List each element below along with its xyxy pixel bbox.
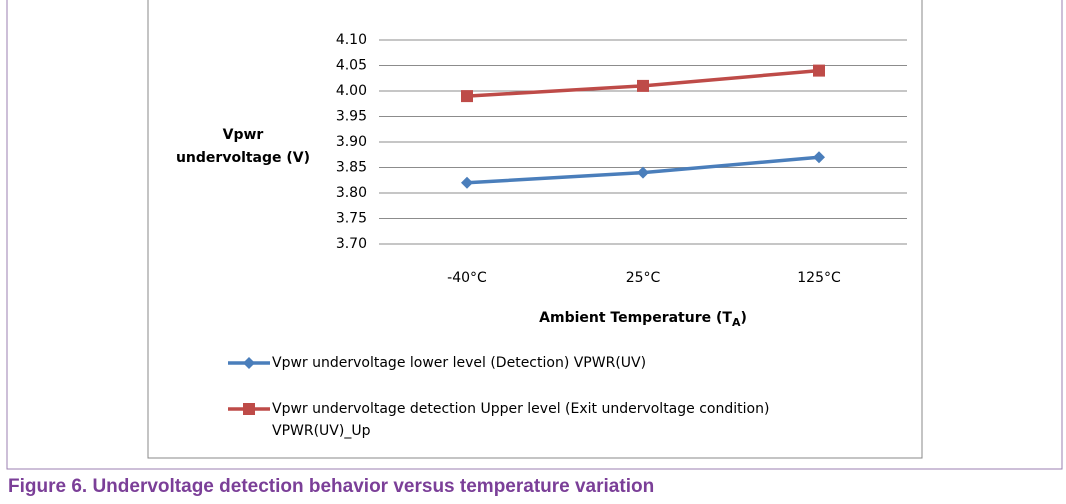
- legend-label: Vpwr undervoltage detection Upper level …: [272, 401, 770, 439]
- y-tick-label: 3.90: [336, 134, 367, 150]
- legend: Vpwr undervoltage lower level (Detection…: [228, 352, 868, 466]
- x-label: Ambient Temperature (TA): [539, 310, 747, 329]
- y-tick-label: 4.05: [336, 58, 367, 74]
- y-tick-label: 3.80: [336, 185, 367, 201]
- y-tick-label: 3.85: [336, 160, 367, 176]
- data-point: [637, 166, 649, 179]
- x-tick-label: 25°C: [626, 270, 661, 286]
- legend-item: Vpwr undervoltage lower level (Detection…: [228, 352, 868, 374]
- x-tick-label: -40°C: [447, 270, 487, 286]
- legend-item: Vpwr undervoltage detection Upper level …: [228, 398, 868, 442]
- data-point: [637, 79, 649, 92]
- y-tick-label: 3.75: [336, 211, 367, 227]
- legend-label: Vpwr undervoltage lower level (Detection…: [272, 355, 647, 371]
- legend-marker: [243, 357, 255, 369]
- legend-swatch: [228, 357, 270, 369]
- y-tick-label: 4.00: [336, 83, 367, 99]
- data-point: [461, 90, 473, 103]
- caption: Figure 6. Undervoltage detection behavio…: [8, 476, 655, 497]
- chart-frame: [147, 0, 923, 459]
- x-label-end: ): [740, 310, 746, 326]
- x-tick-label: 125°C: [797, 270, 841, 286]
- data-point: [461, 176, 473, 189]
- x-label-sub: A: [732, 316, 741, 329]
- x-label-text: Ambient Temperature (T: [539, 310, 732, 326]
- page-frame: [6, 0, 1063, 470]
- y-label: undervoltage (V): [176, 150, 310, 166]
- y-tick-label: 3.70: [336, 236, 367, 252]
- legend-marker: [243, 403, 255, 415]
- y-tick-label: 4.10: [336, 32, 367, 48]
- data-point: [813, 64, 825, 77]
- y-label: Vpwr: [223, 127, 264, 143]
- y-tick-label: 3.95: [336, 109, 367, 125]
- data-point: [813, 151, 825, 164]
- legend-swatch: [228, 403, 270, 415]
